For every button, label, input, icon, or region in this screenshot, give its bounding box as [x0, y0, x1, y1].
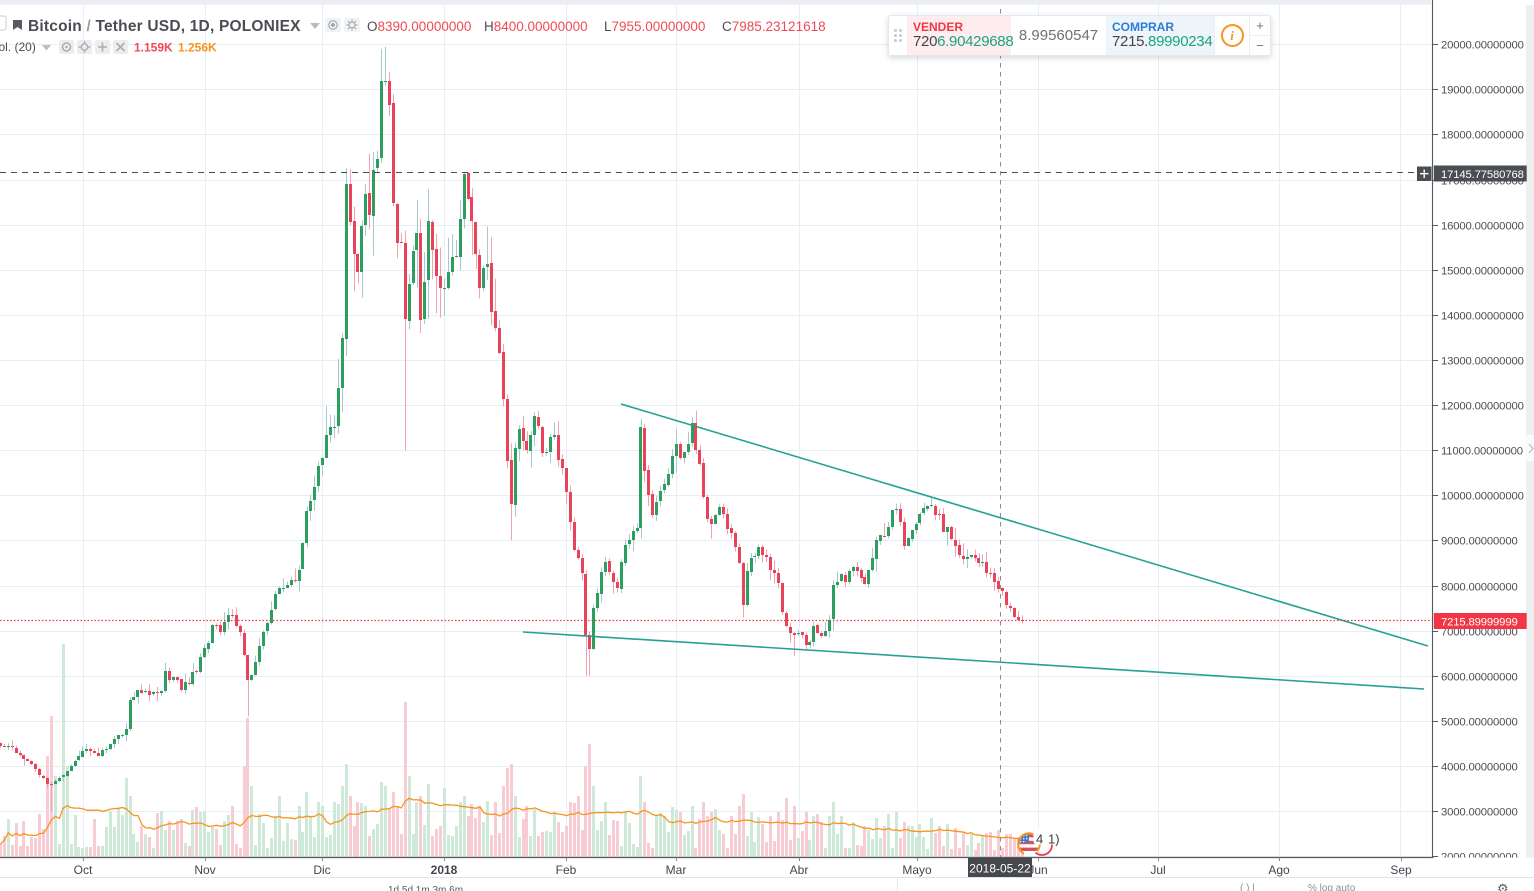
svg-text:Oct: Oct — [74, 863, 93, 877]
svg-text:11000.00000000: 11000.00000000 — [1441, 446, 1523, 458]
svg-text:12000.00000000: 12000.00000000 — [1441, 401, 1524, 413]
svg-text:1.159K: 1.159K — [134, 41, 173, 55]
svg-text:17145.77580768: 17145.77580768 — [1441, 169, 1524, 181]
svg-text:7215.89999999: 7215.89999999 — [1441, 616, 1518, 628]
svg-text:7000.00000000: 7000.00000000 — [1441, 627, 1518, 639]
svg-text:4000.00000000: 4000.00000000 — [1441, 762, 1518, 774]
svg-text:5000.00000000: 5000.00000000 — [1441, 717, 1518, 729]
svg-text:Dic: Dic — [313, 863, 330, 877]
svg-text:Mayo: Mayo — [902, 863, 932, 877]
svg-text:% log auto: % log auto — [1308, 883, 1356, 891]
svg-text:19000.00000000: 19000.00000000 — [1441, 85, 1524, 97]
svg-text:20000.00000000: 20000.00000000 — [1441, 40, 1524, 52]
svg-text:10000.00000000: 10000.00000000 — [1441, 491, 1524, 503]
svg-text:13000.00000000: 13000.00000000 — [1441, 356, 1524, 368]
svg-text:16000.00000000: 16000.00000000 — [1441, 221, 1524, 233]
svg-text:ol. (20): ol. (20) — [0, 40, 36, 54]
svg-text:1): 1) — [1048, 832, 1060, 847]
svg-text:Feb: Feb — [556, 863, 577, 877]
svg-text:15000.00000000: 15000.00000000 — [1441, 266, 1524, 278]
svg-text:18000.00000000: 18000.00000000 — [1441, 130, 1524, 142]
svg-text:Bitcoin / Tether USD, 1D, POLO: Bitcoin / Tether USD, 1D, POLONIEX — [28, 18, 301, 35]
svg-text:C7985.23121618: C7985.23121618 — [722, 19, 826, 34]
svg-text:3000.00000000: 3000.00000000 — [1441, 807, 1518, 819]
svg-text:6000.00000000: 6000.00000000 — [1441, 672, 1518, 684]
svg-text:Jun: Jun — [1028, 863, 1047, 877]
svg-text:( ) |: ( ) | — [1240, 883, 1255, 891]
svg-text:4: 4 — [1036, 832, 1043, 847]
svg-text:Ago: Ago — [1268, 863, 1290, 877]
svg-text:2018: 2018 — [431, 863, 458, 877]
svg-text:Mar: Mar — [666, 863, 687, 877]
svg-text:H8400.00000000: H8400.00000000 — [484, 19, 588, 34]
svg-text:Nov: Nov — [194, 863, 215, 877]
svg-text:14000.00000000: 14000.00000000 — [1441, 311, 1524, 323]
svg-text:Abr: Abr — [790, 863, 809, 877]
svg-text:Sep: Sep — [1390, 863, 1412, 877]
svg-text:8000.00000000: 8000.00000000 — [1441, 582, 1518, 594]
svg-text:L7955.00000000: L7955.00000000 — [604, 19, 705, 34]
svg-text:9000.00000000: 9000.00000000 — [1441, 536, 1518, 548]
svg-text:2018-05-22: 2018-05-22 — [969, 862, 1031, 876]
svg-text:⚙: ⚙ — [1497, 881, 1509, 891]
svg-text:1.256K: 1.256K — [178, 41, 217, 55]
svg-text:Jul: Jul — [1150, 863, 1165, 877]
svg-text:O8390.00000000: O8390.00000000 — [367, 19, 471, 34]
svg-text:1d 5d 1m 3m 6m: 1d 5d 1m 3m 6m — [388, 885, 463, 891]
